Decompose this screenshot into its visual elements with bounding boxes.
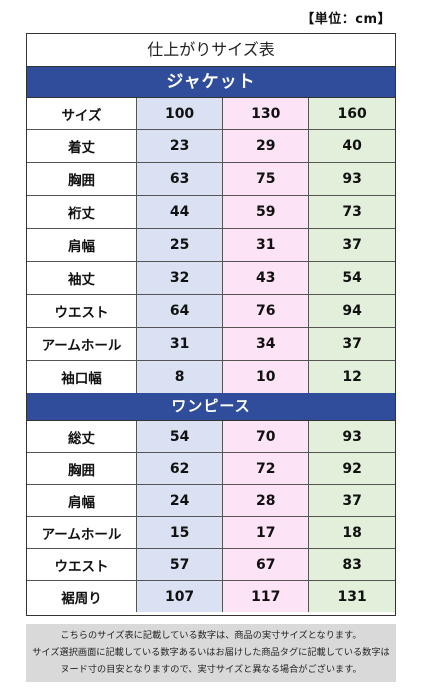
measurement-value: 25 bbox=[135, 228, 224, 262]
measurement-value: 17 bbox=[222, 516, 310, 549]
measurement-value: 34 bbox=[222, 327, 310, 361]
measurement-label: アームホール bbox=[27, 516, 137, 549]
measurement-value: 73 bbox=[308, 195, 395, 229]
measurement-value: 59 bbox=[222, 195, 310, 229]
measurement-value: 37 bbox=[308, 228, 395, 262]
measurement-label: 胸囲 bbox=[27, 452, 137, 485]
size-label: サイズ bbox=[27, 98, 137, 130]
measurement-label: 胸囲 bbox=[27, 162, 137, 196]
measurement-value: 28 bbox=[222, 484, 310, 517]
measurement-row: 総丈 54 70 93 bbox=[27, 421, 395, 453]
measurement-label: 着丈 bbox=[27, 129, 137, 163]
size-130: 130 bbox=[222, 98, 310, 130]
measurement-row: ウエスト 57 67 83 bbox=[27, 548, 395, 581]
chart-title: 仕上がりサイズ表 bbox=[27, 34, 395, 67]
measurement-value: 31 bbox=[222, 228, 310, 262]
measurement-row: 胸囲 63 75 93 bbox=[27, 162, 395, 196]
jacket-table: サイズ 100 130 160 着丈 23 29 40 胸囲 63 75 93 裄丈 44 59 73… bbox=[27, 98, 395, 393]
measurement-value: 94 bbox=[308, 294, 395, 328]
measurement-label: 肩幅 bbox=[27, 228, 137, 262]
measurement-value: 92 bbox=[308, 452, 395, 485]
measurement-row: アームホール 31 34 37 bbox=[27, 327, 395, 361]
measurement-value: 63 bbox=[135, 162, 224, 196]
measurement-value: 54 bbox=[308, 261, 395, 295]
dress-table: 総丈 54 70 93 胸囲 62 72 92 肩幅 24 28 37 アームホール 15 17 18 ウエスト… bbox=[27, 421, 395, 612]
measurement-value: 117 bbox=[222, 580, 310, 612]
measurement-row: アームホール 15 17 18 bbox=[27, 516, 395, 549]
measurement-label: ウエスト bbox=[27, 548, 137, 581]
measurement-label: 肩幅 bbox=[27, 484, 137, 517]
note-line: こちらのサイズ表に記載している数字は、商品の実寸サイズとなります。 bbox=[60, 630, 362, 641]
jacket-heading: ジャケット bbox=[27, 67, 395, 98]
measurement-value: 37 bbox=[308, 484, 395, 517]
measurement-row: 着丈 23 29 40 bbox=[27, 129, 395, 163]
measurement-value: 62 bbox=[135, 452, 224, 485]
measurement-value: 8 bbox=[135, 360, 224, 393]
measurement-label: 総丈 bbox=[27, 421, 137, 453]
measurement-label: 袖口幅 bbox=[27, 360, 137, 393]
measurement-value: 93 bbox=[308, 421, 395, 453]
unit-label: 【単位：cm】 bbox=[301, 12, 391, 27]
note-line: ヌード寸の目安となりますので、実寸サイズと異なる場合がございます。 bbox=[60, 664, 362, 675]
note-line: サイズ選択画面に記載している数字あるいはお届けした商品タグに記載している数字は bbox=[32, 647, 390, 658]
measurement-value: 31 bbox=[135, 327, 224, 361]
measurement-label: 裄丈 bbox=[27, 195, 137, 229]
measurement-row: 胸囲 62 72 92 bbox=[27, 452, 395, 485]
measurement-row: ウエスト 64 76 94 bbox=[27, 294, 395, 328]
measurement-value: 72 bbox=[222, 452, 310, 485]
measurement-value: 37 bbox=[308, 327, 395, 361]
measurement-value: 83 bbox=[308, 548, 395, 581]
measurement-value: 67 bbox=[222, 548, 310, 581]
measurement-value: 10 bbox=[222, 360, 310, 393]
size-note: こちらのサイズ表に記載している数字は、商品の実寸サイズとなります。 サイズ選択画… bbox=[26, 624, 396, 682]
measurement-row: 裄丈 44 59 73 bbox=[27, 195, 395, 229]
measurement-label: ウエスト bbox=[27, 294, 137, 328]
measurement-value: 44 bbox=[135, 195, 224, 229]
size-chart: 仕上がりサイズ表 ジャケット サイズ 100 130 160 着丈 23 29 40 胸… bbox=[26, 33, 396, 616]
measurement-value: 43 bbox=[222, 261, 310, 295]
size-160: 160 bbox=[308, 98, 395, 130]
measurement-value: 76 bbox=[222, 294, 310, 328]
measurement-value: 93 bbox=[308, 162, 395, 196]
measurement-value: 70 bbox=[222, 421, 310, 453]
measurement-value: 32 bbox=[135, 261, 224, 295]
dress-heading: ワンピース bbox=[27, 393, 395, 421]
measurement-row: 肩幅 25 31 37 bbox=[27, 228, 395, 262]
measurement-value: 18 bbox=[308, 516, 395, 549]
measurement-row: 袖丈 32 43 54 bbox=[27, 261, 395, 295]
size-header-row: サイズ 100 130 160 bbox=[27, 98, 395, 130]
measurement-value: 107 bbox=[135, 580, 224, 612]
measurement-row: 肩幅 24 28 37 bbox=[27, 484, 395, 517]
measurement-label: 袖丈 bbox=[27, 261, 137, 295]
measurement-value: 12 bbox=[308, 360, 395, 393]
measurement-value: 15 bbox=[135, 516, 224, 549]
measurement-value: 29 bbox=[222, 129, 310, 163]
measurement-value: 23 bbox=[135, 129, 224, 163]
measurement-value: 24 bbox=[135, 484, 224, 517]
measurement-value: 131 bbox=[308, 580, 395, 612]
measurement-row: 袖口幅 8 10 12 bbox=[27, 360, 395, 393]
size-100: 100 bbox=[135, 98, 224, 130]
measurement-label: アームホール bbox=[27, 327, 137, 361]
measurement-value: 64 bbox=[135, 294, 224, 328]
measurement-row: 裾周り 107 117 131 bbox=[27, 580, 395, 612]
measurement-label: 裾周り bbox=[27, 580, 137, 612]
measurement-value: 75 bbox=[222, 162, 310, 196]
measurement-value: 54 bbox=[135, 421, 224, 453]
measurement-value: 57 bbox=[135, 548, 224, 581]
measurement-value: 40 bbox=[308, 129, 395, 163]
